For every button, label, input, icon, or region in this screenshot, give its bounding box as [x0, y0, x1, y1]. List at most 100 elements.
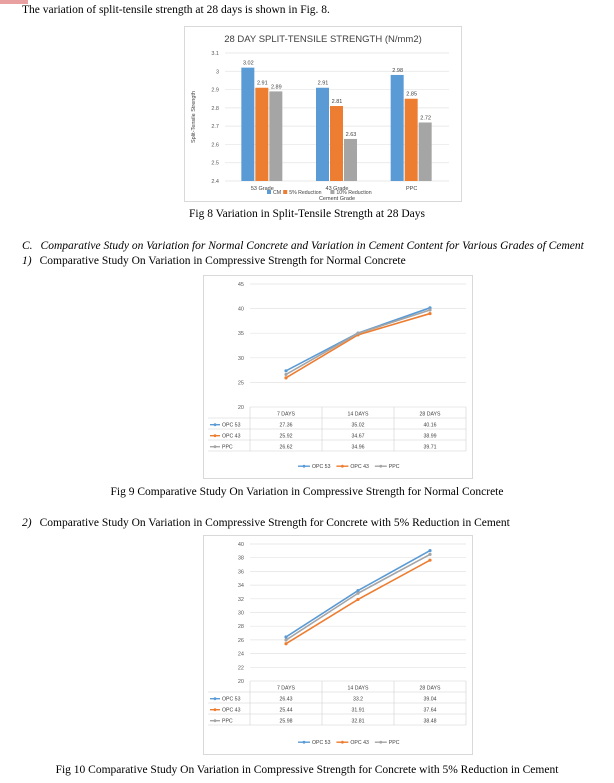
- subsection-1-title: Comparative Study On Variation in Compre…: [39, 255, 406, 267]
- subsection-1-number: 1): [22, 255, 32, 267]
- bar-data-label: 2.89: [271, 84, 282, 90]
- table-series-name: PPC: [222, 719, 233, 725]
- table-cell-value: 35.02: [352, 423, 365, 429]
- bar-data-label: 2.98: [392, 68, 403, 74]
- table-legend-marker: [213, 697, 217, 701]
- bar: [404, 98, 418, 181]
- subsection-1-heading: 1) Comparative Study On Variation in Comp…: [22, 255, 406, 267]
- section-c-heading: C. Comparative Study on Variation for Nor…: [22, 240, 584, 252]
- table-cell-value: 38.48: [424, 719, 437, 725]
- fig9-chart: 20 25 30 35 40 45 7 DAYS 14 DAYS 28 DAYS OPC 53 27…: [203, 275, 473, 479]
- y-tick-label: 2.4: [211, 179, 219, 185]
- bar: [344, 138, 357, 181]
- legend-marker: [379, 464, 383, 468]
- bar-data-label: 2.91: [257, 81, 268, 87]
- y-tick-label: 26: [238, 638, 244, 644]
- table-legend-marker: [213, 445, 217, 449]
- data-point: [428, 552, 432, 557]
- x-tick-label: 53 Grade: [251, 186, 274, 192]
- table-series-name: OPC 43: [222, 708, 241, 714]
- y-tick-label: 30: [238, 611, 244, 617]
- legend-label: OPC 53: [312, 464, 331, 470]
- data-point: [284, 372, 288, 377]
- y-tick-label: 30: [238, 356, 244, 362]
- data-point: [428, 311, 432, 316]
- y-tick-label: 24: [238, 652, 244, 658]
- data-point: [284, 642, 288, 646]
- y-axis-title: Split-Tensile Strength: [191, 91, 197, 143]
- legend-label: OPC 53: [312, 740, 331, 746]
- bar-data-label: 2.81: [332, 99, 343, 105]
- table-cell-value: 39.04: [424, 697, 437, 703]
- bar: [255, 87, 269, 181]
- bar-data-label: 2.63: [346, 132, 357, 138]
- series-line: [285, 312, 431, 379]
- y-tick-label: 35: [238, 331, 244, 337]
- fig8-svg: 28 DAY SPLIT-TENSILE STRENGTH (N/mm2) 2.4…: [191, 34, 449, 202]
- y-tick-label: 2.9: [211, 88, 219, 94]
- table-cell-value: 39.71: [424, 445, 437, 451]
- data-point: [356, 331, 360, 335]
- table-cell-value: 31.91: [352, 708, 365, 714]
- table-series-name: OPC 53: [222, 697, 241, 703]
- legend-marker: [302, 740, 306, 744]
- table-legend-marker: [213, 434, 217, 438]
- bar: [330, 106, 343, 181]
- x-axis-title: Cement Grade: [319, 196, 355, 201]
- fig8-chart: 28 DAY SPLIT-TENSILE STRENGTH (N/mm2) 2.4…: [184, 26, 462, 202]
- data-point: [428, 548, 432, 553]
- table-cell-value: 34.67: [352, 434, 365, 440]
- fig8-caption: Fig 8 Variation in Split-Tensile Strengt…: [189, 208, 425, 220]
- y-tick-label: 32: [238, 597, 244, 603]
- legend-label: PPC: [389, 740, 400, 746]
- legend-label: CM: [273, 190, 281, 196]
- data-point: [428, 558, 432, 562]
- legend-marker: [302, 464, 306, 468]
- legend-label: 5% Reduction: [289, 190, 321, 196]
- table-cell-value: 33.2: [353, 697, 363, 703]
- y-tick-label: 3: [216, 69, 219, 75]
- table-legend-marker: [213, 423, 217, 427]
- bar: [390, 74, 404, 181]
- bar: [316, 87, 329, 181]
- bar-data-label: 2.72: [420, 115, 431, 121]
- subsection-2-number: 2): [22, 517, 32, 529]
- data-point: [284, 638, 288, 642]
- table-cell-value: 25.44: [280, 708, 293, 714]
- bar-data-label: 2.91: [318, 81, 329, 87]
- data-point: [356, 591, 360, 595]
- x-tick-label: 14 DAYS: [348, 686, 369, 692]
- data-point: [356, 597, 360, 602]
- table-series-name: PPC: [222, 445, 233, 451]
- y-tick-label: 34: [238, 583, 244, 589]
- legend-label: 10% Reduction: [336, 190, 371, 196]
- y-tick-label: 28: [238, 624, 244, 630]
- subsection-2-heading: 2) Comparative Study On Variation in Comp…: [22, 517, 510, 529]
- table-cell-value: 32.81: [352, 719, 365, 725]
- y-tick-label: 2.7: [211, 124, 219, 130]
- legend-swatch: [330, 190, 335, 194]
- data-point: [284, 376, 288, 380]
- data-point: [284, 635, 288, 639]
- y-tick-label: 36: [238, 569, 244, 575]
- table-cell-value: 40.16: [424, 423, 437, 429]
- section-c-number: C.: [22, 240, 33, 252]
- y-tick-label: 40: [238, 542, 244, 548]
- legend-label: OPC 43: [350, 464, 369, 470]
- fig10-caption: Fig 10 Comparative Study On Variation in…: [55, 764, 559, 776]
- table-legend-marker: [213, 708, 217, 712]
- y-tick-label: 25: [238, 380, 244, 386]
- fig9-caption: Fig 9 Comparative Study On Variation in …: [110, 486, 504, 498]
- chart-title: 28 DAY SPLIT-TENSILE STRENGTH (N/mm2): [224, 34, 422, 45]
- table-series-name: OPC 53: [222, 423, 241, 429]
- intro-paragraph: The variation of split-tensile strength …: [22, 4, 330, 16]
- series-line: [285, 553, 431, 641]
- y-tick-label: 40: [238, 307, 244, 313]
- y-tick-label: 2.6: [211, 142, 219, 148]
- data-point: [356, 588, 360, 593]
- data-point: [284, 369, 288, 373]
- legend-marker: [341, 464, 344, 468]
- legend-swatch: [283, 190, 288, 194]
- y-tick-label: 2.5: [211, 161, 219, 167]
- table-series-name: OPC 43: [222, 434, 241, 440]
